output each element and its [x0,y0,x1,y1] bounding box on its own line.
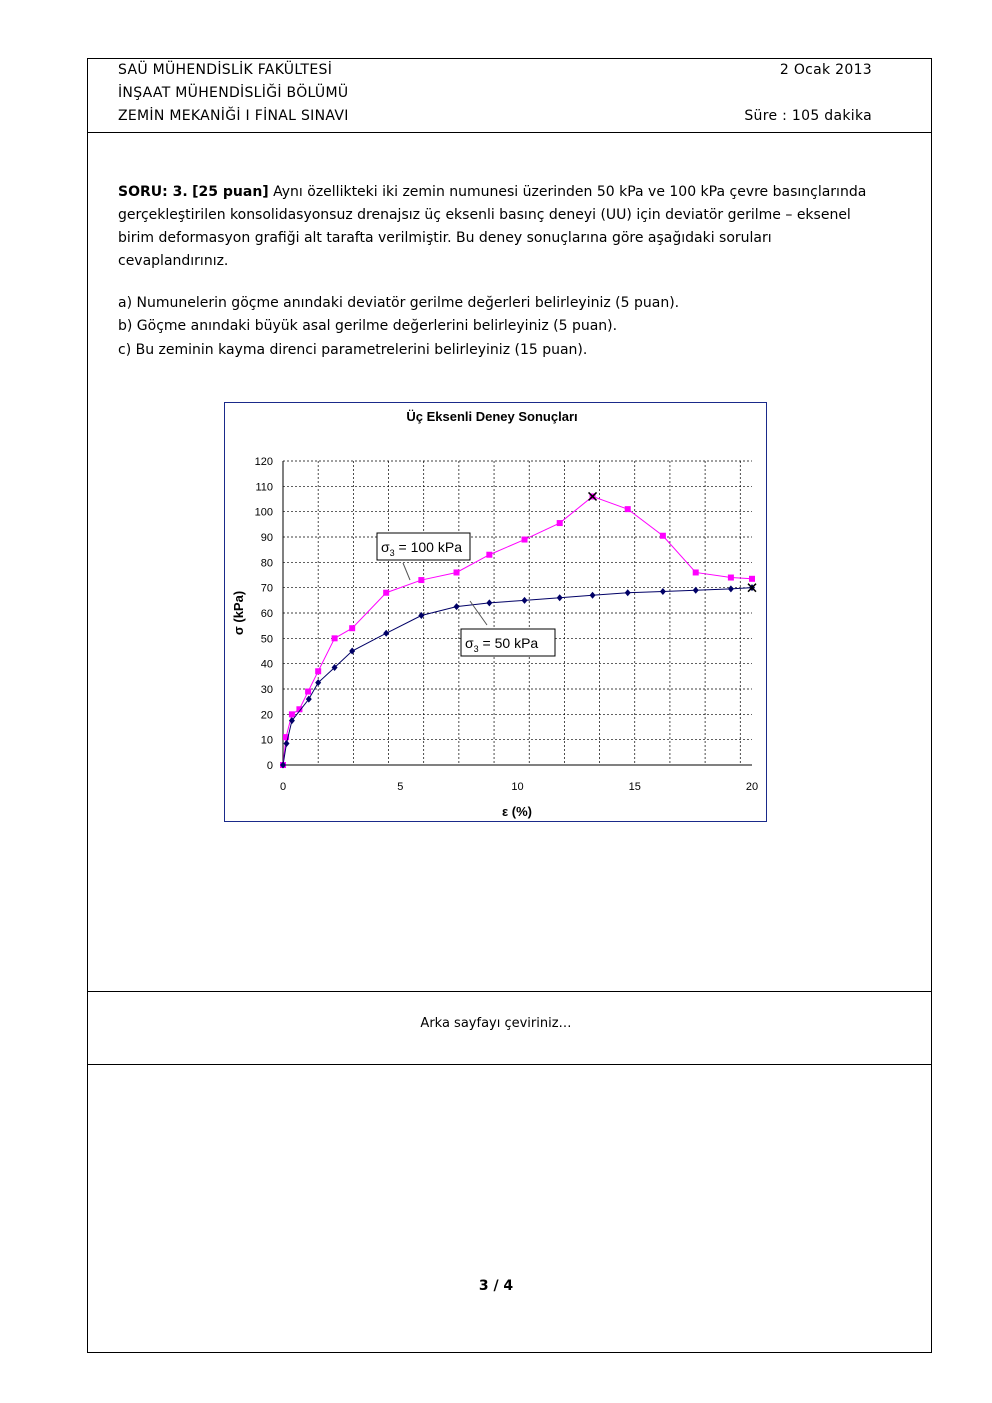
y-tick-label: 120 [255,456,273,468]
data-point [727,585,734,593]
y-tick-label: 50 [261,633,273,645]
part-c: c) Bu zeminin kayma direnci parametreler… [118,342,588,358]
data-point [288,711,295,718]
data-point [280,761,286,769]
callout-line [469,600,488,626]
part-b: b) Göçme anındaki büyük asal gerilme değ… [118,318,618,334]
y-tick-label: 10 [261,735,273,747]
x-tick-label: 15 [629,781,641,793]
data-point [418,577,425,584]
y-axis-label: σ (kPa) [231,591,246,635]
y-tick-label: 80 [261,557,273,569]
x-tick-label: 10 [511,781,523,793]
exam-title: ZEMİN MEKANİĞİ I FİNAL SINAVI [118,108,349,124]
department: İNŞAAT MÜHENDİSLİĞİ BÖLÜMÜ [118,85,349,101]
failure-marker [588,491,598,501]
y-tick-label: 110 [255,481,273,493]
chart: Üç Eksenli Deney Sonuçları ε (%) σ (kPa)… [224,402,767,822]
callout-line [402,562,411,581]
data-point [283,739,290,747]
y-tick-label: 30 [261,684,273,696]
x-tick-label: 5 [397,781,403,793]
series-label: σ3 = 100 kPa [381,539,462,558]
data-point [453,603,460,611]
data-point [624,506,631,513]
data-point [556,594,563,602]
data-point [521,536,528,543]
data-point [418,612,425,620]
data-point [349,625,356,632]
data-point [315,679,322,687]
question-body: Aynı özellikteki iki zemin numunesi üzer… [118,184,867,269]
turn-page-note: Arka sayfayı çeviriniz… [420,1016,572,1031]
y-tick-label: 0 [267,760,273,772]
data-point [486,551,493,558]
data-point [486,599,493,607]
question-text: SORU: 3. [25 puan] Aynı özellikteki iki … [118,181,878,273]
divider [87,1064,932,1065]
data-point [288,717,295,725]
data-point [521,596,528,604]
data-point [283,734,290,741]
data-point [331,635,338,642]
question-points: [25 puan] [192,184,269,200]
y-tick-label: 70 [261,583,273,595]
failure-marker [747,583,757,593]
divider [87,132,932,133]
data-point [749,575,755,582]
exam-date: 2 Ocak 2013 [779,62,872,78]
data-point [624,589,631,597]
chart-title: Üç Eksenli Deney Sonuçları [406,409,577,424]
x-tick-label: 0 [280,781,286,793]
data-point [383,589,390,596]
y-tick-label: 40 [261,659,273,671]
data-point [727,574,734,581]
data-point [305,688,312,695]
faculty: SAÜ MÜHENDİSLİK FAKÜLTESİ [118,62,333,78]
y-tick-label: 100 [255,507,273,519]
data-point [589,591,596,599]
divider [87,991,932,992]
y-tick-label: 90 [261,532,273,544]
data-point [659,587,666,595]
data-point [383,629,390,637]
part-a: a) Numunelerin göçme anındaki deviatör g… [118,295,680,311]
series-label-box [460,628,556,657]
page-frame [87,58,932,1353]
data-point [349,647,356,655]
page-number: 3 / 4 [478,1278,514,1294]
data-point [692,569,699,576]
x-axis-label: ε (%) [502,804,532,819]
data-point [659,532,666,539]
data-point [331,663,338,671]
data-point [296,706,303,713]
exam-duration: Süre : 105 dakika [744,108,872,124]
x-tick-label: 20 [746,781,758,793]
data-point [305,695,312,703]
data-point [556,520,563,527]
y-tick-label: 20 [261,709,273,721]
series-label: σ3 = 50 kPa [465,635,538,654]
series-label-box [376,532,471,561]
data-point [315,668,322,675]
data-point [692,586,699,594]
question-label: SORU: 3. [118,184,188,200]
y-tick-label: 60 [261,608,273,620]
data-point [453,569,460,576]
